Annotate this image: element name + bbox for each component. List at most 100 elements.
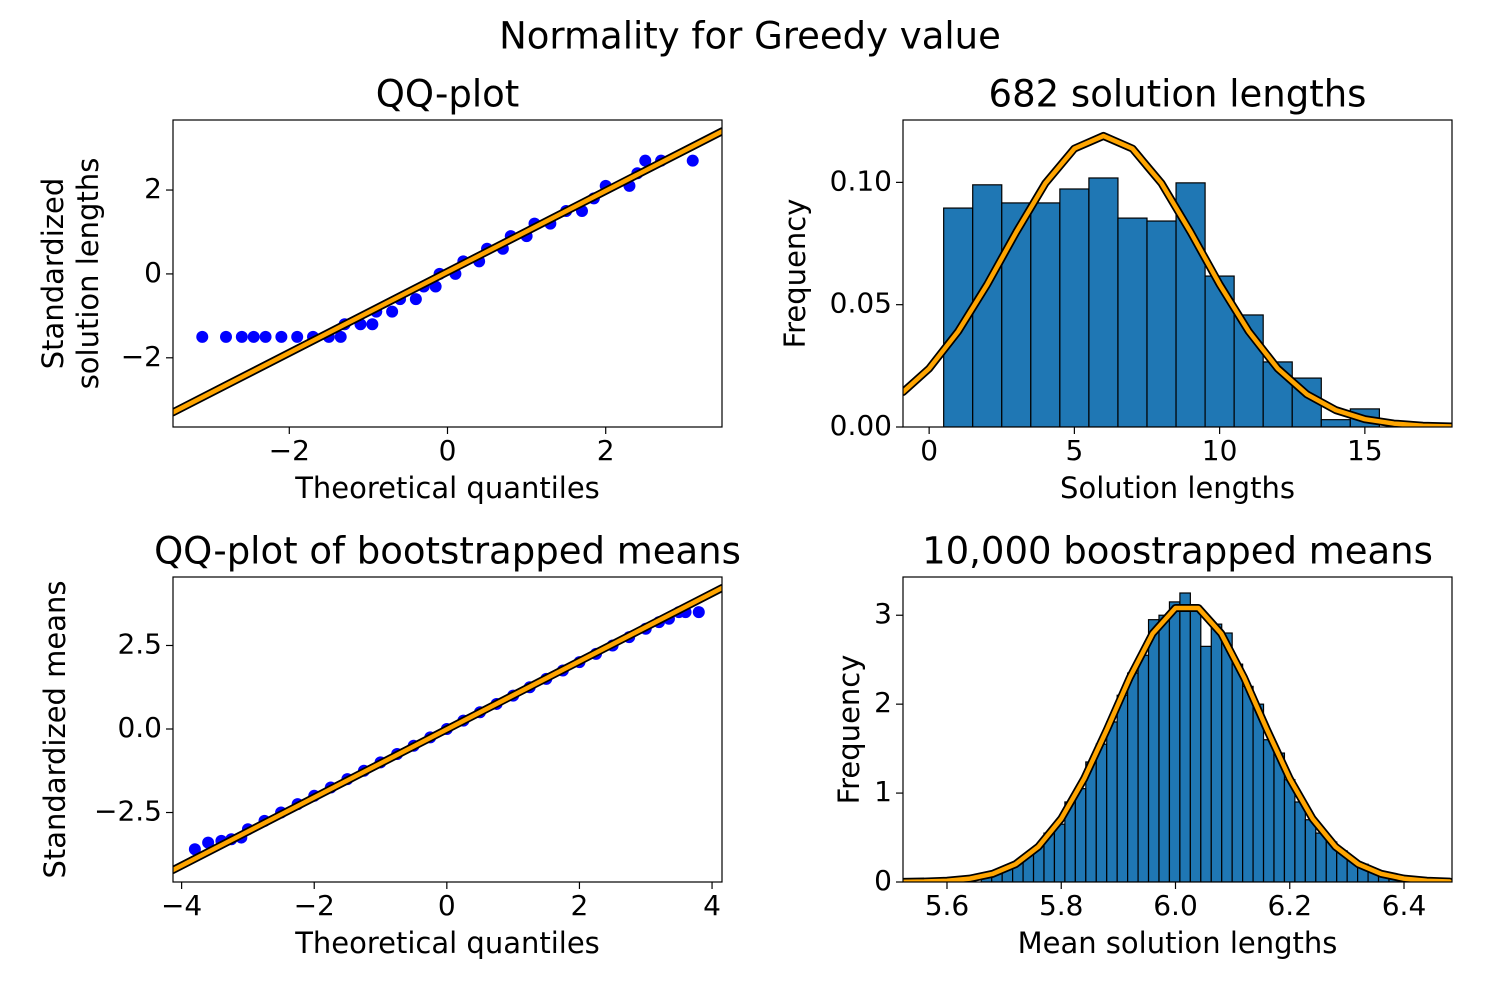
- bar: [1106, 721, 1118, 882]
- bar: [1053, 823, 1066, 882]
- y-tick-label: 2: [874, 686, 892, 719]
- axes-frame: [172, 119, 723, 428]
- x-tick-label: 15: [1347, 434, 1383, 467]
- x-axis-label: Solution lengths: [1060, 471, 1295, 505]
- x-tick-label: 2: [597, 434, 615, 467]
- bar: [1175, 182, 1206, 427]
- bar: [1147, 619, 1160, 882]
- point: [409, 293, 422, 306]
- x-tick-label: 0: [439, 434, 457, 467]
- bar: [1168, 601, 1181, 882]
- point: [386, 305, 399, 318]
- x-axis-label: Mean solution lengths: [1018, 926, 1338, 960]
- plot-area: [173, 127, 722, 417]
- bar: [1095, 743, 1108, 882]
- bar: [1030, 202, 1061, 427]
- bar: [1315, 832, 1327, 882]
- x-axis-label: Theoretical quantiles: [294, 926, 600, 960]
- bar: [1127, 672, 1139, 882]
- axes-frame: [902, 119, 1453, 428]
- y-axis-label: solution lengths: [71, 158, 105, 390]
- y-tick-label: 2: [144, 172, 162, 205]
- bar: [1242, 685, 1254, 882]
- x-tick-label: −2: [294, 889, 335, 922]
- point: [686, 154, 699, 167]
- x-tick-label: 0: [920, 434, 938, 467]
- point: [235, 330, 248, 343]
- plot-area: [903, 131, 1452, 427]
- point: [247, 330, 260, 343]
- x-tick-label: 5.8: [1039, 889, 1084, 922]
- point: [639, 154, 652, 167]
- y-tick-label: 2.5: [117, 627, 162, 660]
- subplot-title: 682 solution lengths: [989, 73, 1367, 116]
- bar: [1262, 739, 1275, 882]
- y-tick-label: 0.05: [830, 287, 892, 320]
- bar: [1294, 801, 1306, 882]
- x-tick-label: 6.2: [1267, 889, 1312, 922]
- subplot-title: 10,000 boostrapped means: [922, 530, 1433, 573]
- bar: [1059, 188, 1090, 427]
- figure-title: Normality for Greedy value: [499, 15, 1001, 58]
- y-tick-label: −2: [121, 340, 162, 373]
- y-tick-label: 0: [874, 864, 892, 897]
- x-tick-label: 6.0: [1153, 889, 1198, 922]
- fit-line: [903, 605, 1452, 882]
- bar: [1117, 217, 1148, 427]
- y-tick-label: −2.5: [94, 795, 162, 828]
- bar: [1252, 703, 1265, 882]
- x-tick-label: 10: [1202, 434, 1238, 467]
- x-tick-label: 6.4: [1382, 889, 1427, 922]
- y-axis-label: Frequency: [832, 655, 866, 805]
- bar: [1200, 645, 1212, 882]
- x-tick-label: 2: [571, 889, 589, 922]
- point: [188, 843, 201, 856]
- bar: [1210, 623, 1223, 882]
- point: [202, 836, 215, 849]
- y-tick-label: 3: [874, 597, 892, 630]
- y-tick-label: 0.00: [830, 409, 892, 442]
- point: [220, 330, 233, 343]
- bar: [1074, 788, 1087, 882]
- axes-frame: [172, 576, 723, 883]
- bar: [1231, 663, 1244, 882]
- point: [259, 330, 272, 343]
- subplot-title: QQ-plot: [376, 73, 520, 116]
- bar: [1158, 614, 1171, 882]
- plot-area: [903, 592, 1452, 882]
- fit-line: [173, 129, 722, 415]
- x-tick-label: 5.6: [925, 889, 970, 922]
- bar: [1116, 694, 1129, 882]
- y-tick-label: 0: [144, 256, 162, 289]
- x-tick-label: 5: [1065, 434, 1083, 467]
- x-tick-label: −2: [269, 434, 310, 467]
- point: [275, 330, 288, 343]
- y-axis-label: Frequency: [778, 199, 812, 349]
- plot-area: [173, 584, 722, 874]
- x-tick-label: −4: [161, 889, 202, 922]
- point: [366, 318, 379, 331]
- bar: [1088, 177, 1119, 427]
- bar: [972, 184, 1003, 427]
- point: [692, 606, 705, 619]
- bar: [1179, 592, 1191, 882]
- bar: [1283, 779, 1296, 882]
- bar: [1304, 819, 1317, 882]
- x-tick-label: 0: [438, 889, 456, 922]
- x-tick-label: 4: [703, 889, 721, 922]
- y-axis-label: Standardized: [36, 178, 70, 369]
- fit-line: [173, 585, 722, 873]
- axes-frame: [902, 576, 1453, 883]
- y-axis-label: Standardized means: [38, 580, 72, 878]
- bar: [1137, 654, 1150, 882]
- x-axis-label: Theoretical quantiles: [294, 471, 600, 505]
- fit-line: [903, 133, 1452, 427]
- point: [291, 330, 304, 343]
- y-tick-label: 0.0: [117, 711, 162, 744]
- bar: [1146, 220, 1177, 427]
- bar: [1221, 632, 1233, 882]
- subplot-title: QQ-plot of bootstrapped means: [154, 530, 741, 573]
- bar: [1320, 419, 1351, 427]
- bar: [1189, 610, 1202, 882]
